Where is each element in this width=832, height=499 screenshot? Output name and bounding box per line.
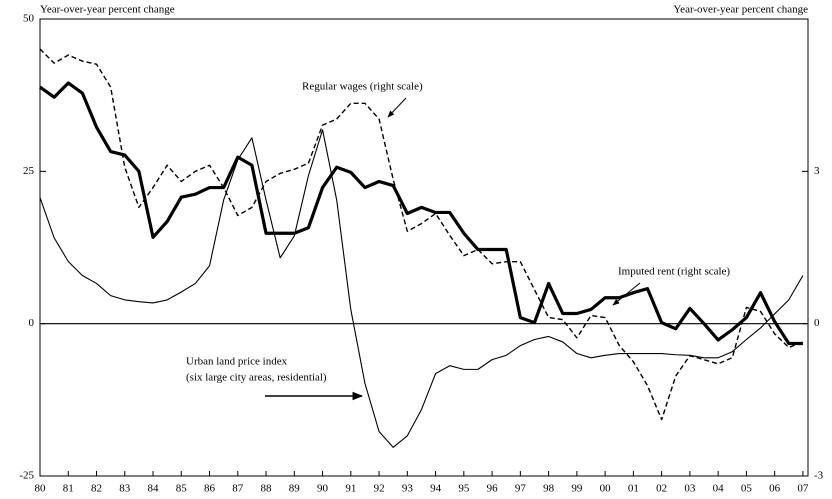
x-tick-label: 04: [713, 483, 725, 495]
x-tick-label: 83: [119, 483, 131, 495]
x-tick-label: 89: [289, 483, 301, 495]
series-line: [39, 48, 804, 421]
x-tick-label: 98: [543, 483, 555, 495]
x-tick-label: 94: [430, 483, 442, 495]
x-tick-label: 92: [374, 483, 385, 495]
x-tick-label: 81: [63, 483, 74, 495]
x-tick-label: 95: [458, 483, 470, 495]
x-tick-label: 96: [487, 483, 499, 495]
x-tick-label: 00: [600, 483, 612, 495]
y2-tick-label: 3: [814, 165, 820, 177]
x-tick-label: 05: [741, 483, 753, 495]
y-tick-label: -25: [19, 470, 34, 482]
x-tick-label: 99: [571, 483, 583, 495]
y2-axis-title: Year-over-year percent change: [673, 4, 808, 16]
x-tick-label: 97: [515, 483, 527, 495]
y-tick-label: 0: [29, 317, 35, 329]
y2-tick-label: 0: [814, 317, 820, 329]
y-tick-label: 50: [23, 13, 35, 25]
series-line: [39, 81, 803, 346]
annotation: Urban land price index: [186, 356, 288, 368]
x-tick-label: 85: [176, 483, 188, 495]
y-axis-title: Year-over-year percent change: [40, 4, 175, 16]
x-tick-label: 91: [345, 483, 356, 495]
x-tick-label: 02: [656, 483, 667, 495]
y-tick-label: 25: [23, 165, 35, 177]
series-line: [39, 129, 804, 448]
x-tick-label: 87: [232, 483, 244, 495]
y2-tick-label: -3: [814, 470, 824, 482]
x-tick-label: 07: [797, 483, 809, 495]
x-tick-label: 88: [261, 483, 273, 495]
x-tick-label: 82: [91, 483, 102, 495]
annotation: Regular wages (right scale): [302, 81, 423, 93]
x-tick-label: 90: [317, 483, 329, 495]
x-tick-label: 06: [769, 483, 781, 495]
x-tick-label: 84: [148, 483, 160, 495]
x-tick-label: 80: [35, 483, 47, 495]
x-tick-label: 03: [684, 483, 696, 495]
annotation-arrow: [387, 97, 407, 118]
x-tick-label: 01: [628, 483, 639, 495]
annotation: (six large city areas, residential): [186, 372, 327, 384]
x-tick-label: 86: [204, 483, 216, 495]
annotation: Imputed rent (right scale): [618, 266, 730, 278]
x-tick-label: 93: [402, 483, 414, 495]
plot-frame: [39, 18, 809, 477]
